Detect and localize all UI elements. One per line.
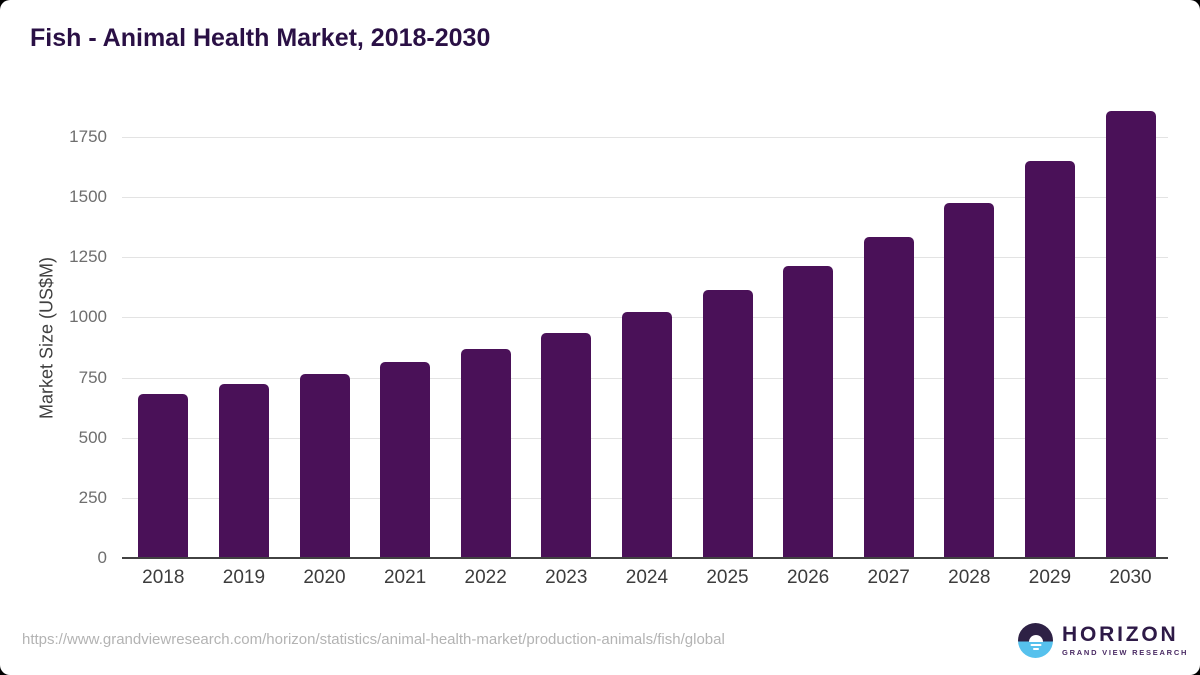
y-tick-label-1500: 1500 — [69, 187, 107, 207]
gridline-y-1500 — [122, 197, 1168, 199]
bar-2021[interactable] — [380, 362, 431, 558]
gridline-y-1250 — [122, 257, 1168, 259]
bar-2023[interactable] — [541, 333, 592, 558]
x-tick-label-2028: 2028 — [948, 567, 991, 588]
x-tick-label-2021: 2021 — [383, 567, 427, 588]
bar-2027[interactable] — [863, 237, 914, 558]
x-tick-label-2024: 2024 — [625, 567, 669, 588]
y-tick-label-0: 0 — [97, 548, 107, 567]
horizon-logo: HORIZON GRAND VIEW RESEARCH — [1018, 623, 1188, 658]
logo-name: HORIZON — [1062, 623, 1179, 646]
x-tick-label-2030: 2030 — [1109, 567, 1152, 588]
x-tick-label-2029: 2029 — [1028, 567, 1072, 588]
logo-subtitle: GRAND VIEW RESEARCH — [1062, 648, 1189, 657]
sun-reflection-dash — [1032, 648, 1039, 650]
x-tick-label-2023: 2023 — [545, 567, 588, 588]
bar-2022[interactable] — [460, 349, 511, 558]
x-tick-label-2027: 2027 — [867, 567, 910, 588]
bar-2024[interactable] — [621, 312, 672, 558]
x-tick-label-2018: 2018 — [142, 567, 185, 588]
source-url: https://www.grandviewresearch.com/horizo… — [22, 631, 725, 648]
y-tick-label-1250: 1250 — [69, 247, 107, 267]
horizon-sunset-icon — [1018, 623, 1053, 658]
x-tick-label-2025: 2025 — [706, 567, 749, 588]
sun-reflection-dash — [1030, 644, 1041, 646]
x-tick-label-2019: 2019 — [222, 567, 266, 588]
x-tick-label-2026: 2026 — [786, 567, 830, 588]
logo-text: HORIZON GRAND VIEW RESEARCH — [1062, 624, 1188, 657]
bar-2030[interactable] — [1105, 110, 1156, 558]
chart-title: Fish - Animal Health Market, 2018-2030 — [30, 24, 491, 52]
bar-2018[interactable] — [138, 394, 189, 558]
bar-2029[interactable] — [1024, 161, 1075, 558]
sun-glyph — [1028, 634, 1043, 642]
bar-2026[interactable] — [783, 266, 834, 558]
y-tick-label-1000: 1000 — [69, 307, 107, 327]
y-tick-label-500: 500 — [78, 427, 107, 447]
y-tick-label-750: 750 — [78, 367, 107, 387]
x-axis-line — [122, 557, 1168, 559]
gridline-y-1750 — [122, 136, 1168, 138]
bar-2019[interactable] — [218, 384, 269, 558]
bar-2025[interactable] — [702, 290, 753, 558]
y-tick-label-1750: 1750 — [69, 126, 107, 146]
bar-2020[interactable] — [299, 373, 350, 558]
x-tick-label-2020: 2020 — [303, 567, 346, 588]
bar-2028[interactable] — [944, 203, 995, 558]
y-tick-label-250: 250 — [78, 487, 107, 507]
x-tick-label-2022: 2022 — [464, 567, 507, 588]
